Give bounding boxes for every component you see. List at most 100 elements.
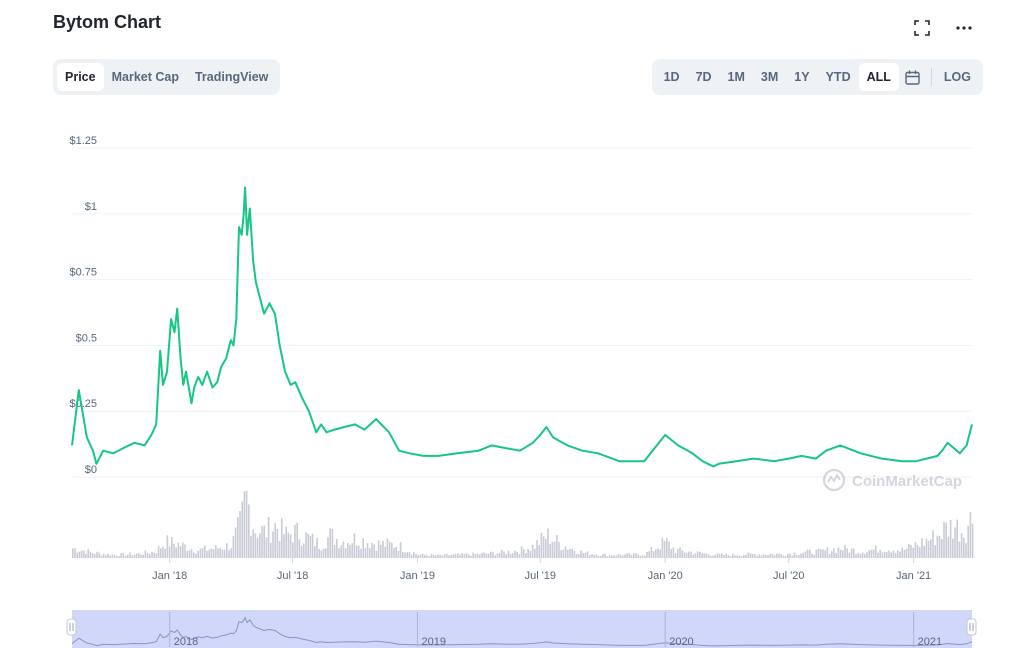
volume-bar xyxy=(212,549,215,558)
volume-bar xyxy=(349,544,351,558)
volume-bar xyxy=(413,552,415,558)
volume-bar xyxy=(237,517,239,558)
volume-bar xyxy=(146,552,149,558)
volume-bar xyxy=(813,554,815,558)
volume-bar xyxy=(716,553,719,558)
volume-bar xyxy=(384,546,386,558)
volume-bar xyxy=(248,504,250,558)
volume-bar xyxy=(239,510,241,558)
volume-bar xyxy=(936,535,939,558)
volume-bar xyxy=(452,554,455,558)
volume-bar xyxy=(591,554,593,558)
volume-bar xyxy=(694,553,697,558)
volume-bar xyxy=(892,550,895,558)
volume-bar xyxy=(514,550,516,558)
tab-market-cap[interactable]: Market Cap xyxy=(111,70,179,84)
volume-bar xyxy=(655,549,657,558)
volume-bar xyxy=(894,552,897,558)
volume-bar xyxy=(270,543,272,558)
volume-bar xyxy=(817,548,820,558)
volume-bar xyxy=(661,537,664,558)
volume-bar xyxy=(428,556,430,558)
fullscreen-icon[interactable] xyxy=(912,18,932,38)
volume-bar xyxy=(397,550,400,558)
volume-bar xyxy=(234,527,237,558)
volume-bar xyxy=(800,553,802,558)
range-3m[interactable]: 3M xyxy=(760,70,779,84)
volume-bar xyxy=(769,554,771,558)
volume-bar xyxy=(611,555,613,558)
volume-bar xyxy=(307,533,309,558)
volume-bar xyxy=(943,521,945,558)
volume-bar xyxy=(771,553,774,558)
volume-bar xyxy=(736,555,738,558)
volume-bar xyxy=(765,554,767,558)
volume-bar xyxy=(745,555,747,558)
volume-bar xyxy=(217,548,219,558)
range-ytd[interactable]: YTD xyxy=(825,70,851,84)
volume-bar xyxy=(751,553,754,558)
volume-bar xyxy=(439,554,441,558)
volume-bar xyxy=(285,526,287,558)
volume-bar xyxy=(853,548,855,558)
range-1d[interactable]: 1D xyxy=(663,70,680,84)
volume-bar xyxy=(699,551,701,558)
volume-bar xyxy=(954,527,956,558)
volume-bar xyxy=(586,551,589,558)
volume-bar xyxy=(791,555,793,558)
volume-bar xyxy=(712,555,714,558)
more-icon[interactable] xyxy=(954,18,974,38)
volume-bar xyxy=(386,538,389,558)
volume-bar xyxy=(443,553,446,558)
volume-bar xyxy=(518,554,521,558)
volume-bar xyxy=(426,555,428,558)
volume-bar xyxy=(553,541,556,558)
volume-bar xyxy=(124,555,127,558)
range-1m[interactable]: 1M xyxy=(727,70,745,84)
volume-bar xyxy=(201,548,204,558)
volume-bar xyxy=(336,539,338,558)
volume-bar xyxy=(430,554,433,558)
range-all[interactable]: ALL xyxy=(858,63,899,91)
range-1y[interactable]: 1Y xyxy=(794,70,810,84)
volume-bar xyxy=(820,549,822,558)
calendar-icon[interactable] xyxy=(899,63,927,91)
navigator-handle-right[interactable] xyxy=(966,618,977,636)
grid-lines xyxy=(72,147,972,478)
volume-bar xyxy=(549,543,551,558)
volume-bar xyxy=(322,548,325,558)
volume-bar xyxy=(204,545,206,558)
volume-bar xyxy=(692,554,694,558)
volume-bar xyxy=(457,553,459,558)
volume-bar xyxy=(837,547,840,558)
navigator-tick-label: 2019 xyxy=(421,636,445,648)
navigator-handle-left[interactable] xyxy=(66,618,77,636)
volume-bar xyxy=(859,553,862,558)
volume-bar xyxy=(256,537,259,558)
volume-bar xyxy=(245,490,248,558)
volume-bar xyxy=(283,534,285,558)
volume-bar xyxy=(641,555,644,558)
volume-bar xyxy=(501,549,503,558)
volume-bar xyxy=(886,551,888,558)
volume-bar xyxy=(778,553,780,558)
log-toggle[interactable]: LOG xyxy=(943,70,971,84)
volume-bar xyxy=(419,554,422,558)
range-7d[interactable]: 7D xyxy=(695,70,712,84)
volume-bar xyxy=(864,554,866,558)
volume-bar xyxy=(593,555,595,558)
volume-bar xyxy=(967,525,969,558)
tab-price[interactable]: Price xyxy=(57,63,104,91)
volume-bar xyxy=(215,545,217,558)
volume-bar xyxy=(650,546,653,558)
volume-bar xyxy=(127,554,129,558)
y-tick-label: $0.75 xyxy=(69,267,97,279)
volume-bar xyxy=(833,548,835,558)
tab-tradingview[interactable]: TradingView xyxy=(194,70,269,84)
volume-bar xyxy=(562,549,565,558)
volume-bar xyxy=(861,552,864,558)
navigator-tick-label: 2021 xyxy=(918,636,942,648)
volume-bar xyxy=(633,552,635,558)
volume-bar xyxy=(855,554,857,558)
volume-bar xyxy=(542,536,545,558)
